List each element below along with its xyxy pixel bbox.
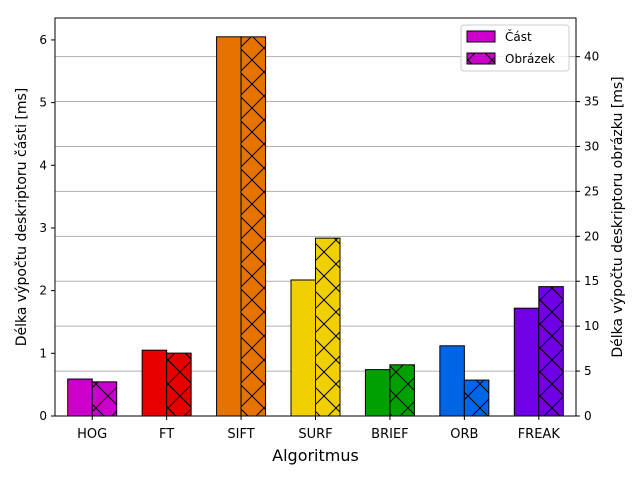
x-tick-label-sift: SIFT bbox=[227, 427, 254, 442]
legend-swatch-cast bbox=[466, 30, 496, 43]
left-tick-label-3: 3 bbox=[39, 221, 47, 235]
left-tick-label-6: 6 bbox=[39, 33, 47, 47]
right-tick-label-6: 30 bbox=[584, 139, 599, 153]
x-tick-label-ft: FT bbox=[159, 427, 174, 442]
left-tick-label-0: 0 bbox=[39, 409, 47, 423]
x-tick-label-orb: ORB bbox=[450, 427, 478, 442]
left-y-axis-title: Délka výpočtu deskriptoru části [ms] bbox=[14, 88, 30, 347]
left-tick-label-2: 2 bbox=[39, 284, 47, 298]
right-y-axis: 0 5 10 15 20 25 30 35 40 bbox=[576, 50, 599, 423]
right-y-axis-title: Délka výpočtu deskriptoru obrázku [ms] bbox=[610, 76, 626, 357]
legend-label-obrazek: Obrázek bbox=[505, 52, 555, 66]
bar-cast-orb bbox=[439, 345, 465, 417]
x-tick-label-brief: BRIEF bbox=[371, 427, 408, 442]
right-tick-label-3: 15 bbox=[584, 274, 599, 288]
bar-obrazek-hatch-brief bbox=[389, 364, 415, 417]
bar-obrazek-hatch-orb bbox=[463, 379, 490, 417]
left-tick-label-1: 1 bbox=[39, 346, 47, 360]
bar-cast-sift bbox=[216, 36, 242, 417]
legend-swatch-obrazek-hatch bbox=[467, 53, 495, 64]
bar-cast-hog bbox=[67, 378, 93, 417]
bar-obrazek-hatch-surf bbox=[315, 237, 341, 417]
bar-obrazek-hatch-ft bbox=[166, 352, 192, 417]
bar-cast-surf bbox=[290, 279, 316, 417]
right-tick-label-5: 25 bbox=[584, 184, 599, 198]
x-tick-label-hog: HOG bbox=[77, 427, 107, 442]
x-axis-title: Algoritmus bbox=[272, 446, 359, 465]
bars bbox=[67, 36, 564, 417]
bar-cast-freak bbox=[513, 307, 540, 417]
left-tick-label-4: 4 bbox=[39, 158, 47, 172]
right-tick-label-0: 0 bbox=[584, 409, 592, 423]
right-tick-label-4: 20 bbox=[584, 229, 599, 243]
legend: Část Obrázek bbox=[460, 24, 570, 72]
left-tick-label-5: 5 bbox=[39, 96, 47, 110]
x-tick-label-surf: SURF bbox=[298, 427, 332, 442]
x-axis: HOG FT SIFT SURF BRIEF ORB FREAK bbox=[77, 416, 560, 442]
bar-cast-brief bbox=[364, 369, 391, 417]
legend-label-cast: Část bbox=[505, 29, 532, 44]
right-tick-label-2: 10 bbox=[584, 319, 599, 333]
right-tick-label-1: 5 bbox=[584, 364, 592, 378]
x-tick-label-freak: FREAK bbox=[518, 427, 561, 442]
left-y-axis: 0 1 2 3 4 5 6 bbox=[39, 33, 55, 423]
right-tick-label-8: 40 bbox=[584, 50, 599, 64]
bar-cast-ft bbox=[141, 349, 168, 417]
bar-obrazek-hatch-freak bbox=[538, 286, 564, 417]
bar-obrazek-hatch-sift bbox=[240, 36, 267, 417]
right-tick-label-7: 35 bbox=[584, 95, 599, 109]
bar-obrazek-hatch-hog bbox=[91, 381, 118, 417]
